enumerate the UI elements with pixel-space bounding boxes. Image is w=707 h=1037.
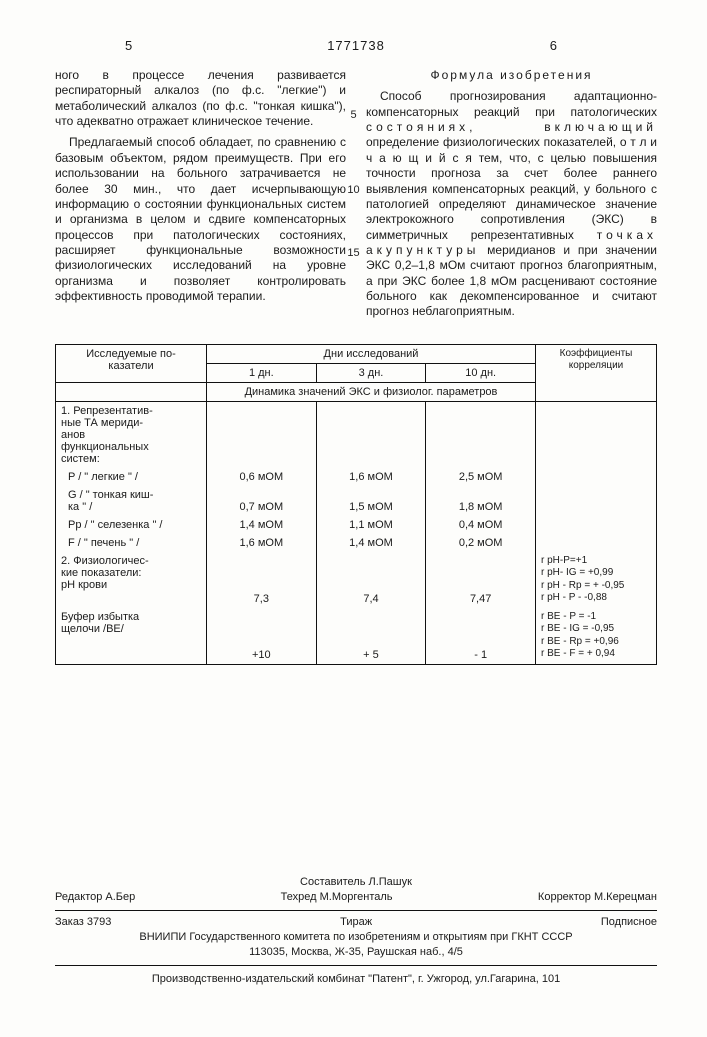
cell (536, 468, 657, 486)
footer-plant: Производственно-издательский комбинат "П… (55, 972, 657, 987)
right-para: Способ прогнозирования адаптационно-комп… (366, 89, 657, 319)
footer-rule (55, 965, 657, 966)
cell: - 1 (426, 608, 536, 665)
th-days: Дни исследований (207, 344, 536, 363)
th-d1: 1 дн. (207, 363, 317, 382)
cell-corr: r BE - P = -1 r BE - IG = -0,95 r BE - R… (536, 608, 657, 665)
cell: 0,7 мОМ (207, 486, 317, 516)
cell (536, 486, 657, 516)
th-d10: 10 дн. (426, 363, 536, 382)
cell (207, 401, 317, 468)
cell-label: 2. Физиологичес- кие показатели: pH кров… (56, 552, 207, 608)
cell-label: P / " легкие " / (56, 468, 207, 486)
rp-sp1: состояниях, (366, 120, 477, 134)
footer-compiler: Составитель Л.Пашук (55, 875, 657, 890)
cell (536, 534, 657, 552)
table-row: 2. Физиологичес- кие показатели: pH кров… (56, 552, 657, 608)
table-row: F / " печень " / 1,6 мОМ 1,4 мОМ 0,2 мОМ (56, 534, 657, 552)
cell: 1,1 мОМ (316, 516, 426, 534)
footer-rule (55, 910, 657, 911)
cell: 1,5 мОМ (316, 486, 426, 516)
table-row: 1. Репрезентатив- ные ТА мериди- анов фу… (56, 401, 657, 468)
cell: 2,5 мОМ (426, 468, 536, 486)
line-number-15: 15 (347, 247, 359, 259)
footer-sign: Подписное (601, 915, 657, 930)
footer-staff-row: Редактор А.Бер Техред М.Моргенталь Корре… (55, 890, 657, 905)
cell (536, 516, 657, 534)
page-number-left: 5 (125, 38, 132, 53)
footer-corrector: Корректор М.Керецман (538, 890, 657, 905)
cell-label: 1. Репрезентатив- ные ТА мериди- анов фу… (56, 401, 207, 468)
cell-label: G / " тонкая киш- ка " / (56, 486, 207, 516)
cell (426, 401, 536, 468)
cell-label: Pp / " селезенка " / (56, 516, 207, 534)
page-number-right: 6 (550, 38, 557, 53)
cell: 1,8 мОМ (426, 486, 536, 516)
document-number: 1771738 (327, 38, 385, 53)
cell: 1,6 мОМ (207, 534, 317, 552)
cell: 0,6 мОМ (207, 468, 317, 486)
left-para-2: Предлагаемый способ обладает, по сравнен… (55, 135, 346, 304)
cell (316, 401, 426, 468)
cell: 7,47 (426, 552, 536, 608)
table-head-row1: Исследуемые по- казатели Дни исследовани… (56, 344, 657, 363)
table-row: Буфер избытка щелочи /BE/ +10 + 5 - 1 r … (56, 608, 657, 665)
rp-sp2: включающий (544, 120, 657, 134)
footer-address: 113035, Москва, Ж-35, Раушская наб., 4/5 (55, 945, 657, 960)
th-indicators: Исследуемые по- казатели (56, 344, 207, 382)
footer-editor: Редактор А.Бер (55, 890, 135, 905)
cell: + 5 (316, 608, 426, 665)
footer-vniipi: ВНИИПИ Государственного комитета по изоб… (55, 930, 657, 945)
cell: 1,6 мОМ (316, 468, 426, 486)
formula-title-text: Формула изобретения (430, 68, 592, 82)
cell-label: Буфер избытка щелочи /BE/ (56, 608, 207, 665)
right-column: Формула изобретения Способ прогнозирован… (366, 68, 657, 326)
footer-order: Заказ 3793 (55, 915, 111, 930)
line-number-5: 5 (350, 109, 356, 121)
text-columns: ного в процессе лечения развивается респ… (55, 68, 657, 326)
th-dynamics: Динамика значений ЭКС и физиолог. параме… (207, 382, 536, 401)
cell: 0,4 мОМ (426, 516, 536, 534)
table-row: Pp / " селезенка " / 1,4 мОМ 1,1 мОМ 0,4… (56, 516, 657, 534)
th-d3: 3 дн. (316, 363, 426, 382)
cell: 7,4 (316, 552, 426, 608)
data-table: Исследуемые по- казатели Дни исследовани… (55, 344, 657, 665)
th-blank (56, 382, 207, 401)
rp-seg1: Способ прогнозирования адаптационно-комп… (366, 89, 657, 118)
cell-label: F / " печень " / (56, 534, 207, 552)
table-row: P / " легкие " / 0,6 мОМ 1,6 мОМ 2,5 мОМ (56, 468, 657, 486)
cell: 1,4 мОМ (316, 534, 426, 552)
patent-page: 5 1771738 6 5 10 15 ного в процессе лече… (0, 0, 707, 1037)
cell (536, 401, 657, 468)
page-header: 5 1771738 6 (55, 38, 657, 58)
cell: 7,3 (207, 552, 317, 608)
formula-title: Формула изобретения (366, 68, 657, 83)
cell-corr: r pH-P=+1 r pH- IG = +0,99 r pH - Rp = +… (536, 552, 657, 608)
rp-seg2: определение физиологических показателей,… (366, 135, 657, 241)
footer-tech: Техред М.Моргенталь (281, 890, 393, 905)
footer-tirazh: Тираж (340, 915, 372, 930)
line-number-10: 10 (347, 184, 359, 196)
table-row: G / " тонкая киш- ка " / 0,7 мОМ 1,5 мОМ… (56, 486, 657, 516)
cell: 1,4 мОМ (207, 516, 317, 534)
left-column: ного в процессе лечения развивается респ… (55, 68, 346, 326)
footer-order-row: Заказ 3793 Тираж Подписное (55, 915, 657, 930)
rp-sp3: точках (597, 228, 657, 242)
cell: +10 (207, 608, 317, 665)
footer-block: Составитель Л.Пашук Редактор А.Бер Техре… (55, 875, 657, 987)
left-para-1: ного в процессе лечения развивается респ… (55, 68, 346, 129)
th-corr: Коэффициенты корреляции (536, 344, 657, 401)
cell: 0,2 мОМ (426, 534, 536, 552)
rp-sp4: акупунктуры (366, 243, 479, 257)
